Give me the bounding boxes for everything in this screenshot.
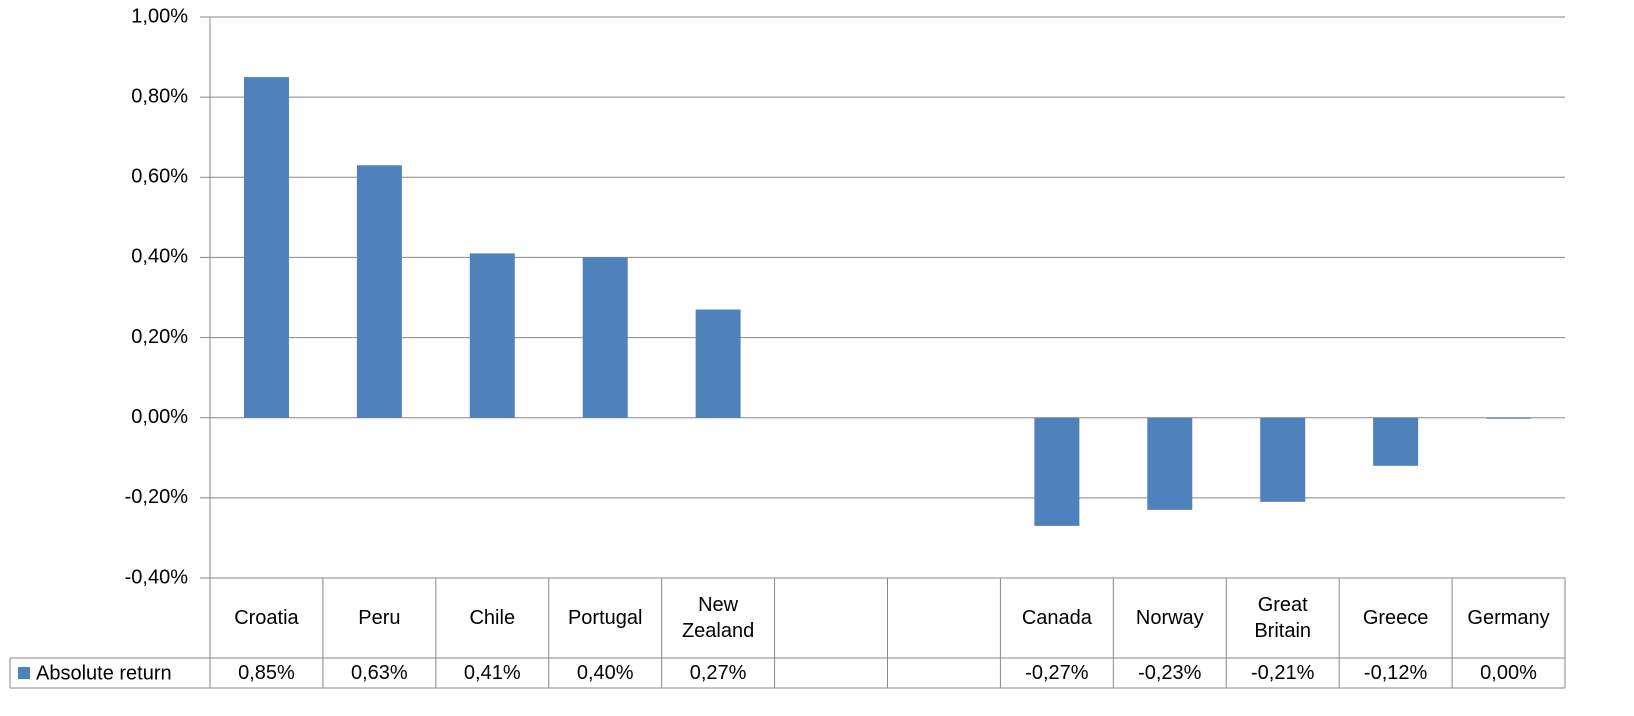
value-label: 0,27%	[689, 662, 747, 684]
value-label: 0,40%	[576, 662, 634, 684]
value-label: 0,85%	[238, 662, 295, 684]
bar	[356, 165, 402, 418]
bar	[1373, 417, 1419, 466]
x-tick-label: Canada	[1021, 607, 1092, 629]
bar	[469, 253, 515, 418]
y-tick-label: 0,40%	[131, 246, 188, 268]
x-tick-label: Portugal	[567, 607, 643, 629]
value-label: -0,27%	[1025, 662, 1089, 684]
x-tick-label: Chile	[469, 607, 516, 629]
y-tick-label: 0,20%	[131, 326, 188, 348]
x-tick-label: Great Britain	[1254, 594, 1312, 642]
value-label: 0,63%	[351, 662, 408, 684]
legend-label: Absolute return	[36, 662, 172, 684]
x-tick-label: Norway	[1135, 607, 1204, 629]
y-tick-label: 0,00%	[131, 406, 188, 428]
bar	[582, 257, 628, 418]
bar	[1147, 417, 1193, 510]
value-label: -0,21%	[1251, 662, 1315, 684]
bar	[1486, 417, 1532, 419]
x-tick-label: Germany	[1467, 607, 1550, 629]
y-tick-label: -0,20%	[125, 486, 189, 508]
x-tick-label: Croatia	[234, 607, 299, 629]
y-tick-label: -0,40%	[125, 566, 189, 588]
value-label: 0,00%	[1480, 662, 1537, 684]
x-tick-label: Greece	[1362, 607, 1429, 629]
bar	[243, 77, 289, 418]
bar	[1034, 417, 1080, 526]
y-tick-label: 0,60%	[131, 166, 188, 188]
y-tick-label: 1,00%	[131, 5, 188, 27]
value-label: 0,41%	[463, 662, 521, 684]
x-tick-label: New Zealand	[681, 594, 755, 642]
bar	[695, 309, 741, 418]
legend-key	[18, 667, 30, 679]
value-label: -0,23%	[1138, 662, 1202, 684]
value-label: -0,12%	[1363, 662, 1428, 684]
y-tick-label: 0,80%	[131, 85, 188, 107]
x-tick-label: Peru	[358, 607, 401, 629]
bar	[1260, 417, 1306, 502]
